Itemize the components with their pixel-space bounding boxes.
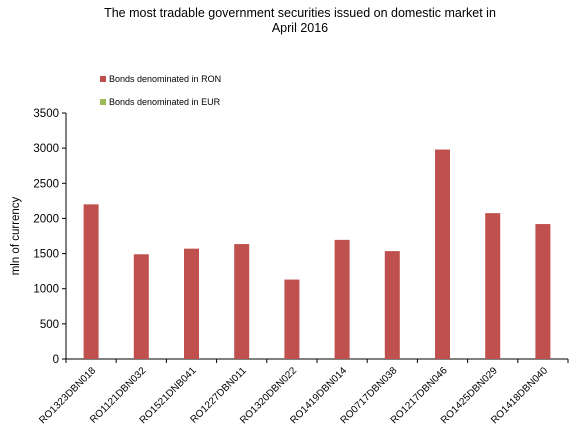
bar-ron [133, 254, 149, 359]
legend-swatch-eur [100, 99, 106, 105]
y-tick-label: 500 [40, 319, 59, 331]
bar-ron [485, 213, 501, 359]
legend-label-eur: Bonds denominated in EUR [109, 97, 221, 107]
bar-ron [334, 239, 350, 359]
y-tick-label: 1000 [33, 284, 59, 296]
chart-title: The most tradable government securities … [104, 6, 496, 35]
y-tick-label: 1500 [33, 249, 59, 261]
bar-ron [435, 149, 450, 359]
y-tick-label: 0 [53, 354, 59, 366]
legend: Bonds denominated in RON Bonds denominat… [100, 74, 221, 120]
bar-ron [284, 279, 300, 359]
bar-ron [184, 248, 199, 359]
legend-item-ron: Bonds denominated in RON [100, 74, 221, 84]
legend-item-eur: Bonds denominated in EUR [100, 97, 221, 107]
y-tick-label: 3500 [33, 108, 59, 120]
bar-ron [83, 204, 99, 359]
axes [62, 112, 569, 363]
y-axis-title: mln of currency [10, 196, 22, 275]
y-tick-label: 3000 [33, 143, 59, 155]
bar-ron [535, 224, 551, 359]
legend-swatch-ron [100, 76, 106, 82]
bar-ron [384, 251, 400, 359]
y-tick-label: 2500 [33, 178, 59, 190]
bar-ron [234, 244, 250, 359]
y-tick-label: 2000 [33, 213, 59, 225]
legend-label-ron: Bonds denominated in RON [109, 74, 222, 84]
bars [83, 149, 551, 359]
